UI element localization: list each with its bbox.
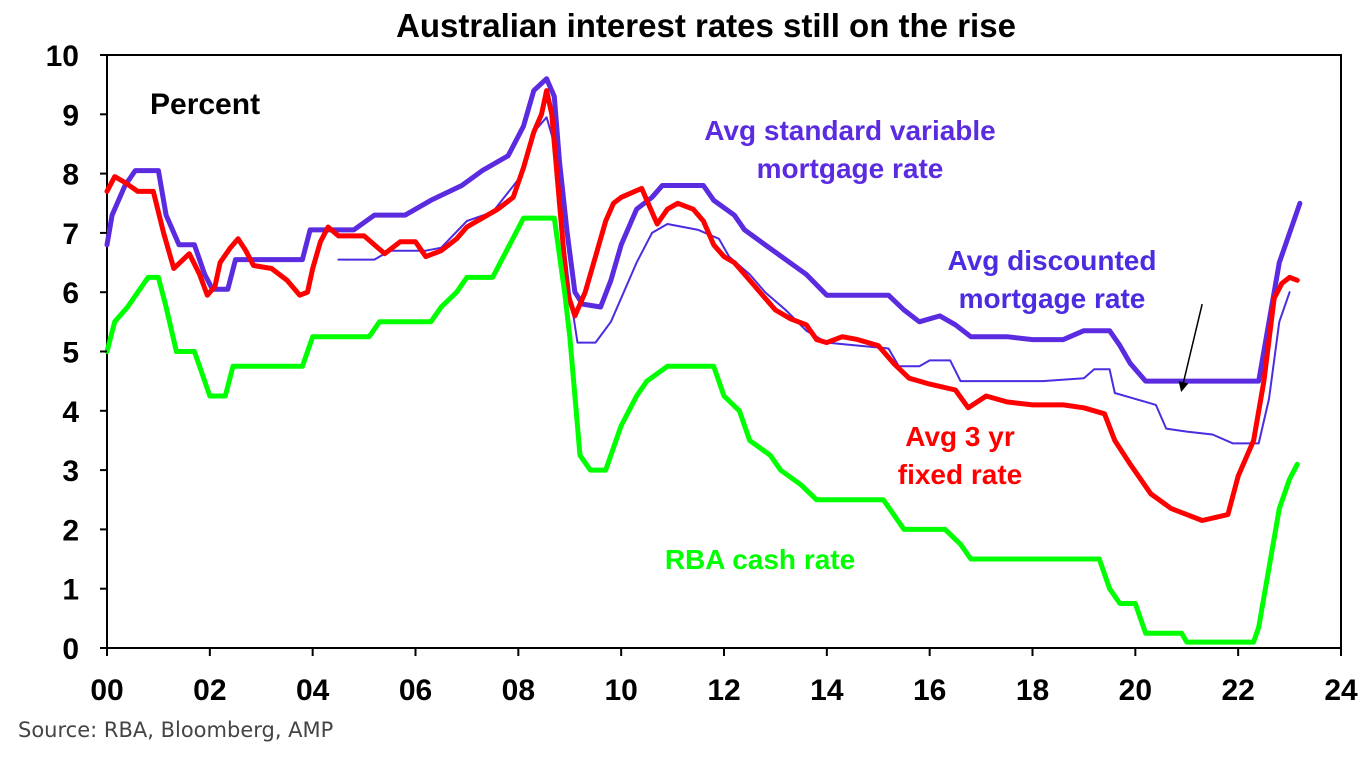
series-line-avg-3-yr-fixed-rate xyxy=(104,88,1300,523)
series-label-rba-cash-rate: RBA cash rate xyxy=(665,544,855,575)
x-tick-label: 06 xyxy=(399,674,432,707)
y-tick-label: 9 xyxy=(62,99,79,132)
y-tick-label: 5 xyxy=(62,337,79,370)
y-tick-label: 8 xyxy=(62,159,79,192)
y-tick-label: 10 xyxy=(46,40,79,73)
x-tick-label: 04 xyxy=(296,674,330,707)
series-label-avg-3-yr-fixed-rate: Avg 3 yr fixed rate xyxy=(898,421,1023,490)
y-tick-label: 2 xyxy=(62,514,79,547)
series-label-avg-standard-variable-mortgage-rate: Avg standard variable mortgage rate xyxy=(704,115,996,184)
series-line-rba-cash-rate xyxy=(104,215,1300,645)
x-tick-label: 16 xyxy=(913,674,946,707)
x-tick-label: 10 xyxy=(604,674,637,707)
x-tick-label: 08 xyxy=(502,674,535,707)
x-tick-label: 02 xyxy=(193,674,226,707)
x-tick-label: 24 xyxy=(1324,674,1358,707)
y-axis-label: Percent xyxy=(150,88,260,121)
y-tick-label: 6 xyxy=(62,277,79,310)
y-tick-label: 1 xyxy=(62,574,79,607)
chart-title: Australian interest rates still on the r… xyxy=(396,7,1016,44)
x-tick-label: 22 xyxy=(1221,674,1254,707)
x-tick-label: 00 xyxy=(90,674,123,707)
x-tick-label: 12 xyxy=(707,674,740,707)
x-tick-label: 20 xyxy=(1119,674,1152,707)
series-line-avg-standard-variable-mortgage-rate xyxy=(104,76,1303,384)
y-tick-label: 3 xyxy=(62,455,79,488)
x-tick-label: 14 xyxy=(810,674,844,707)
series-layer xyxy=(104,76,1303,645)
y-tick-label: 0 xyxy=(62,633,79,666)
x-tick-label: 18 xyxy=(1016,674,1049,707)
source-note: Source: RBA, Bloomberg, AMP xyxy=(18,718,334,742)
y-tick-label: 4 xyxy=(62,396,79,429)
y-tick-label: 7 xyxy=(62,218,79,251)
annotation-layer xyxy=(1178,303,1203,392)
label-layer: Avg standard variable mortgage rate Avg di… xyxy=(665,115,1157,575)
series-label-avg-discounted-mortgage-rate: Avg discounted mortgage rate xyxy=(948,245,1157,314)
plot-area xyxy=(106,54,1342,649)
discounted-rate-arrow xyxy=(1178,303,1203,392)
